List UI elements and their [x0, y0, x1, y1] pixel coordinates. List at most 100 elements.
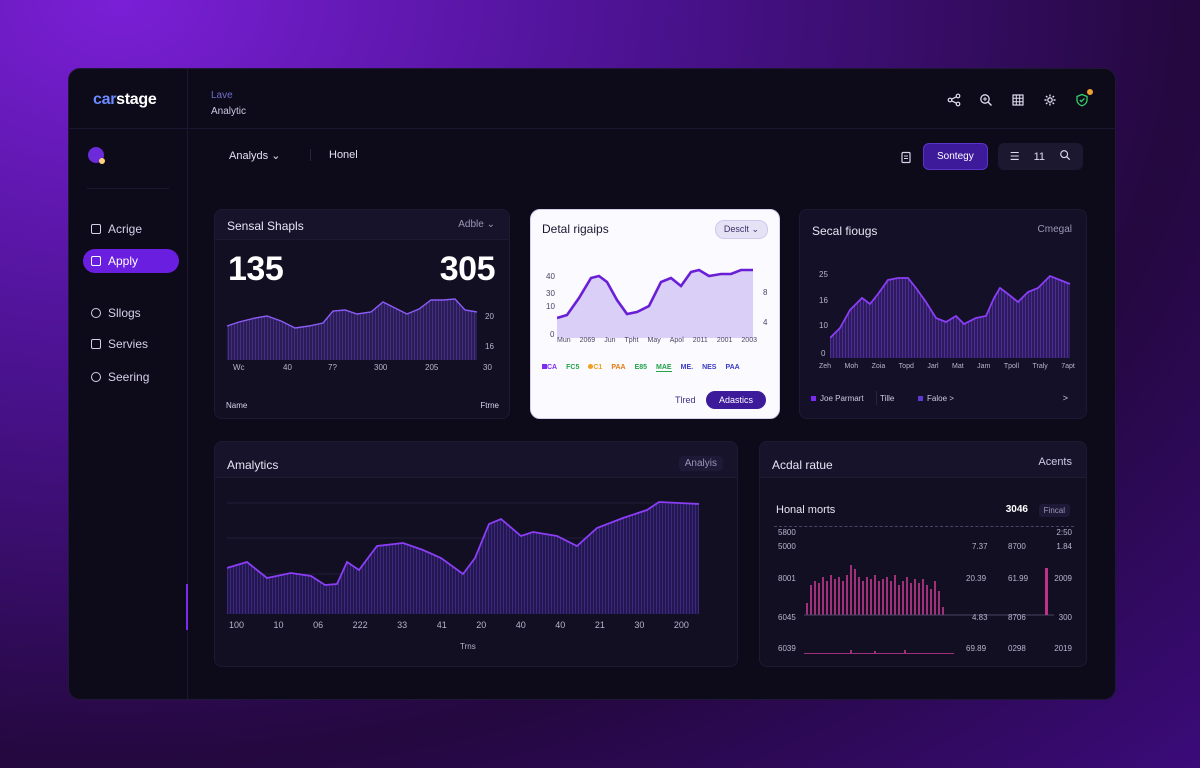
- metric-right: 305: [439, 250, 496, 288]
- x-tick: 40: [515, 620, 526, 630]
- separator: [774, 526, 1074, 527]
- row-value: 1.84: [1056, 542, 1072, 551]
- x-tick: Tpht: [624, 337, 639, 344]
- legend-item[interactable]: FC5: [566, 364, 580, 371]
- zoom-icon[interactable]: [979, 93, 993, 107]
- analytics-dropdown[interactable]: Analyds ⌄: [229, 150, 281, 162]
- scroll-indicator[interactable]: [186, 584, 188, 630]
- row-label: 8001: [778, 574, 796, 583]
- x-tick: 7apt: [1061, 363, 1075, 370]
- footer-label: Name: [226, 401, 248, 410]
- acdal-card: Acdal ratue Acents Honal morts 3046 Finc…: [759, 441, 1087, 667]
- card-title: Sensal Shapls: [227, 219, 304, 233]
- y-tick: 20: [485, 312, 494, 321]
- x-tick: Moh: [844, 363, 859, 370]
- legend-item[interactable]: CA: [542, 364, 557, 372]
- row-value: 0298: [1008, 644, 1026, 653]
- grid-icon[interactable]: [1011, 93, 1025, 107]
- footer-item[interactable]: Joe Parmart: [811, 394, 864, 403]
- x-axis-label: Trns: [460, 642, 476, 651]
- legend-item[interactable]: ME.: [680, 364, 694, 371]
- pin-icon: [91, 308, 101, 318]
- tab-honel[interactable]: Honel: [329, 149, 358, 161]
- y-tick-right: 8: [763, 288, 768, 297]
- y-tick: 0: [821, 349, 826, 358]
- toolbar-actions: Sontegy ☰ 11: [899, 143, 1083, 170]
- app-logo[interactable]: carstage: [93, 91, 157, 108]
- row-value: 69.89: [966, 644, 987, 653]
- area-chart: [226, 298, 478, 360]
- row-value: 2:50: [1056, 528, 1072, 537]
- row-value: 8706: [1008, 613, 1026, 622]
- shield-icon[interactable]: [1075, 89, 1093, 107]
- card-title: Amalytics: [227, 458, 279, 472]
- x-tick: Apol: [669, 337, 684, 344]
- legend-item[interactable]: PAA: [725, 364, 740, 371]
- card-action[interactable]: Acents: [1038, 456, 1072, 468]
- mini-bars: [804, 650, 954, 654]
- legend-item[interactable]: NES: [702, 364, 717, 371]
- sidebar: Acrige Apply Sllogs Servies Seering: [69, 129, 187, 699]
- row-value: 2019: [1054, 644, 1072, 653]
- footer-item[interactable]: Tille: [880, 394, 895, 403]
- share-icon[interactable]: [947, 93, 961, 107]
- sidebar-separator: [87, 188, 169, 189]
- sensal-card: Sensal Shapls Adble ⌄ 135 305 20 16 Wc 4…: [214, 209, 510, 419]
- tired-link[interactable]: Tlred: [675, 395, 696, 405]
- x-tick: 7?: [328, 363, 337, 372]
- legend-item[interactable]: C1: [588, 364, 602, 372]
- footer-item[interactable]: Faloe >: [918, 394, 954, 403]
- sidebar-item-apply[interactable]: Apply: [83, 249, 179, 273]
- row-label: 5000: [778, 542, 796, 551]
- clipboard-icon[interactable]: [899, 150, 913, 164]
- gear-icon[interactable]: [1043, 93, 1057, 107]
- chevron-down-icon: ⌄: [751, 224, 759, 234]
- footer-link[interactable]: Ftrne: [480, 401, 499, 410]
- app-window: carstage Lave Analytic: [68, 68, 1116, 700]
- bar-chart: [806, 565, 944, 615]
- row-label: 6045: [778, 613, 796, 622]
- card-dropdown[interactable]: Adble ⌄: [458, 219, 495, 230]
- x-tick: Mat: [952, 363, 964, 370]
- final-button[interactable]: Fincal: [1038, 504, 1070, 517]
- x-tick: Mun: [557, 337, 571, 344]
- card-action[interactable]: Cmegal: [1037, 224, 1072, 235]
- x-tick: 2011: [692, 337, 708, 344]
- x-tick: Jarl: [927, 363, 939, 370]
- sidebar-item-seering[interactable]: Seering: [83, 365, 179, 389]
- x-tick: 20: [476, 620, 487, 630]
- tag-icon: [91, 224, 101, 234]
- area-chart: [557, 268, 753, 338]
- x-tick: Wc: [233, 363, 245, 372]
- primary-button[interactable]: Sontegy: [923, 143, 988, 170]
- legend-item[interactable]: MAE: [656, 364, 672, 372]
- metric-left: 135: [228, 250, 284, 288]
- legend-item[interactable]: PAA: [611, 364, 626, 371]
- card-dropdown[interactable]: Desclt ⌄: [714, 220, 768, 239]
- sub-toolbar: Analyds ⌄ Honel Sontegy ☰ 11: [187, 129, 1115, 179]
- row-value: 61.99: [1008, 574, 1029, 583]
- legend-item[interactable]: E85: [634, 364, 648, 371]
- analytics-button[interactable]: Adastics: [706, 391, 767, 409]
- card-header: Amalytics Analyis: [215, 442, 737, 478]
- search-icon[interactable]: [1059, 149, 1071, 164]
- x-tick: 2069: [579, 337, 596, 344]
- sidebar-item-servies[interactable]: Servies: [83, 332, 179, 356]
- count-label[interactable]: 11: [1033, 150, 1045, 163]
- card-action[interactable]: Analyis: [678, 456, 723, 471]
- avatar[interactable]: [88, 147, 105, 164]
- row-value: 2009: [1054, 574, 1072, 583]
- chevron-right-icon[interactable]: >: [1062, 393, 1068, 403]
- x-tick: 205: [425, 363, 439, 372]
- legend-swatch: [918, 396, 923, 401]
- sidebar-item-acrige[interactable]: Acrige: [83, 217, 179, 241]
- x-tick: May: [647, 337, 661, 344]
- row-value: 4.83: [972, 613, 988, 622]
- sidebar-item-sllogs[interactable]: Sllogs: [83, 301, 179, 325]
- top-bar: carstage Lave Analytic: [69, 69, 1115, 129]
- card-header: Acdal ratue Acents: [760, 442, 1086, 478]
- doc-icon: [91, 339, 101, 349]
- table-value: 3046: [1005, 504, 1028, 515]
- x-tick: 30: [634, 620, 645, 630]
- list-icon[interactable]: ☰: [1009, 151, 1020, 163]
